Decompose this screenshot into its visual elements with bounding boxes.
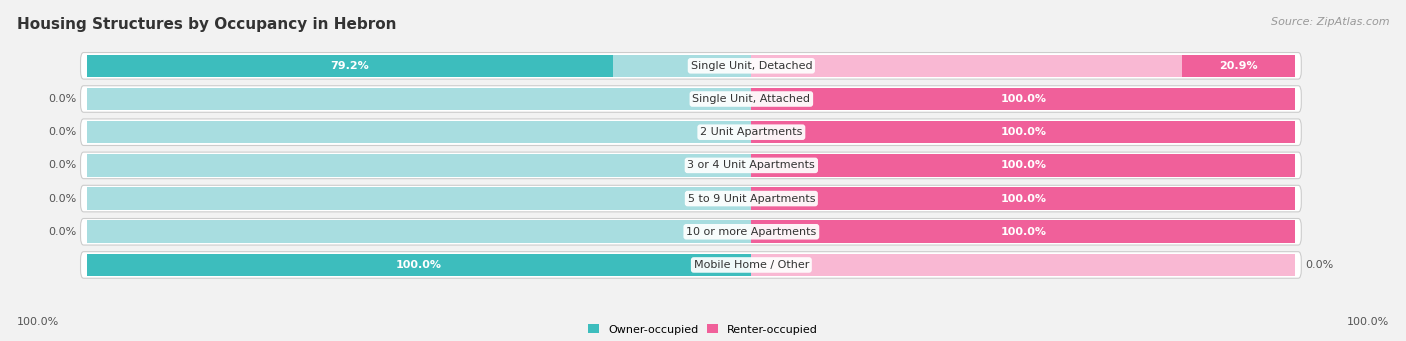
Text: Mobile Home / Other: Mobile Home / Other — [693, 260, 808, 270]
FancyBboxPatch shape — [80, 252, 1302, 278]
Text: Single Unit, Attached: Single Unit, Attached — [692, 94, 810, 104]
Bar — [751, 154, 1295, 177]
Bar — [87, 154, 751, 177]
Text: Single Unit, Detached: Single Unit, Detached — [690, 61, 813, 71]
Bar — [751, 88, 1295, 110]
FancyBboxPatch shape — [80, 219, 1302, 245]
FancyBboxPatch shape — [80, 86, 1302, 112]
Bar — [87, 121, 751, 144]
Bar — [751, 55, 1181, 77]
Text: 10 or more Apartments: 10 or more Apartments — [686, 227, 817, 237]
Text: 100.0%: 100.0% — [1000, 227, 1046, 237]
Text: 100.0%: 100.0% — [1000, 160, 1046, 170]
Bar — [1181, 55, 1295, 77]
Text: 0.0%: 0.0% — [49, 194, 77, 204]
Text: 2 Unit Apartments: 2 Unit Apartments — [700, 127, 803, 137]
Bar — [87, 221, 751, 243]
Text: 0.0%: 0.0% — [49, 160, 77, 170]
Legend: Owner-occupied, Renter-occupied: Owner-occupied, Renter-occupied — [583, 320, 823, 339]
Text: 0.0%: 0.0% — [49, 127, 77, 137]
Bar — [87, 55, 613, 77]
Text: 0.0%: 0.0% — [49, 227, 77, 237]
Bar — [751, 254, 1295, 276]
Bar — [87, 88, 751, 110]
Text: 100.0%: 100.0% — [1000, 194, 1046, 204]
Bar — [87, 187, 751, 210]
Text: 100.0%: 100.0% — [1000, 94, 1046, 104]
Bar — [613, 55, 751, 77]
Text: 79.2%: 79.2% — [330, 61, 370, 71]
Text: Housing Structures by Occupancy in Hebron: Housing Structures by Occupancy in Hebro… — [17, 17, 396, 32]
Text: 100.0%: 100.0% — [17, 317, 59, 327]
Bar — [751, 187, 1295, 210]
Text: 0.0%: 0.0% — [1305, 260, 1333, 270]
Bar — [751, 221, 1295, 243]
Bar — [751, 121, 1295, 144]
FancyBboxPatch shape — [80, 119, 1302, 146]
Text: Source: ZipAtlas.com: Source: ZipAtlas.com — [1271, 17, 1389, 27]
Text: 100.0%: 100.0% — [1000, 127, 1046, 137]
Text: 3 or 4 Unit Apartments: 3 or 4 Unit Apartments — [688, 160, 815, 170]
Text: 100.0%: 100.0% — [1347, 317, 1389, 327]
Text: 100.0%: 100.0% — [396, 260, 441, 270]
FancyBboxPatch shape — [80, 185, 1302, 212]
Text: 0.0%: 0.0% — [49, 94, 77, 104]
FancyBboxPatch shape — [80, 152, 1302, 179]
Bar — [87, 254, 751, 276]
Text: 5 to 9 Unit Apartments: 5 to 9 Unit Apartments — [688, 194, 815, 204]
Text: 20.9%: 20.9% — [1219, 61, 1258, 71]
FancyBboxPatch shape — [80, 53, 1302, 79]
